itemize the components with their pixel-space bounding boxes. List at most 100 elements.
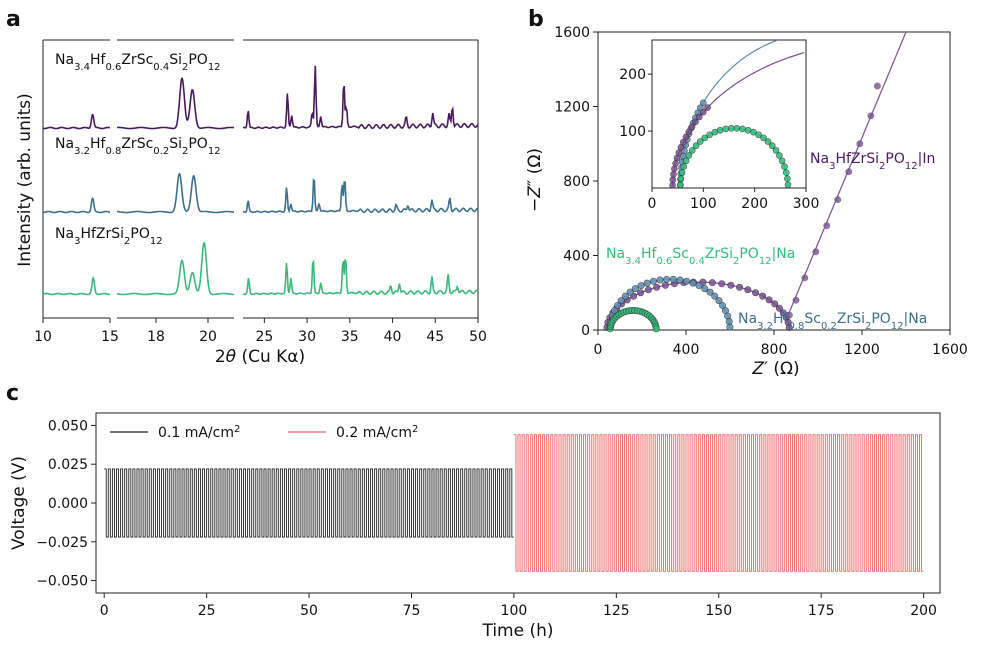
b-inset-point-2-21 [764,138,772,145]
b-inset-point-2-29 [784,181,792,189]
a-series-1-segment-0 [42,197,111,214]
b-point-1-20 [706,288,714,296]
c-x-tick-label-0: 0 [100,603,109,619]
a-x-tick-label-10: 10 [34,329,52,345]
b-point-1-10 [643,279,651,287]
b-tail-fit-0 [784,31,907,323]
b-inset-point-1-11 [688,123,696,131]
a-series-1-segment-2 [242,178,479,214]
b-inset-point-2-15 [733,125,741,132]
a-x-tick-label-40: 40 [384,329,402,345]
b-inset-point-0-15 [699,99,707,107]
b-point-0-16 [708,279,716,287]
b-y-tick-label-1600: 1600 [554,25,590,41]
b-inset-point-1-15 [704,104,711,111]
b-point-0-17 [718,280,726,288]
a-series-2-segment-1 [117,241,235,296]
c-x-tick-label-75: 75 [403,603,421,619]
b-inset-point-2-7 [692,142,700,150]
b-point-0-20 [744,286,752,294]
c-x-tick-label-25: 25 [198,603,216,619]
panel-letter-b: b [528,7,544,32]
a-x-tick-label-45: 45 [426,329,444,345]
a-y-axis-title: Intensity (arb. units) [15,93,35,266]
b-inset-point-1-0 [669,181,676,189]
a-series-0-segment-1 [117,77,235,130]
b-inset-x-tick-label-0: 0 [648,196,657,212]
b-inset-point-2-24 [776,152,783,159]
b-tail-point-0-2 [801,274,809,282]
panel-letter-a: a [6,7,21,32]
b-inset-point-2-26 [781,163,788,170]
a-series-label-0: Na3.4Hf0.6ZrSc0.4Si2PO12 [55,52,221,73]
b-y-tick-label-800: 800 [563,174,590,190]
b-point-1-27 [726,323,734,331]
b-inset-point-2-27 [782,169,790,176]
b-point-0-21 [752,289,760,297]
a-series-0-segment-0 [42,113,111,130]
b-inset-point-2-25 [778,157,786,165]
a-series-label-1: Na3.2Hf0.8ZrSc0.2Si2PO12 [55,136,221,157]
a-series-2-segment-2 [242,259,479,296]
b-tail-point-0-5 [834,196,842,204]
b-x-tick-label-1600: 1600 [932,342,968,358]
b-point-0-25 [775,304,783,312]
a-x-tick-label-18: 18 [147,329,165,345]
a-x-tick-label-30: 30 [298,329,316,345]
b-fit-1 [609,278,731,331]
panel-b: b 0 400 800 1200 1600 0 400 800 1200 1600 Z′ (Ω) −Z… [525,7,968,379]
b-inset-point-2-19 [755,131,762,139]
b-inset-y-tick-label-200: 200 [619,67,646,83]
b-point-1-9 [637,282,645,290]
b-inset-point-2-12 [716,126,724,134]
b-point-0-9 [644,286,652,294]
b-label-series-2: Na3.4Hf0.6Sc0.4ZrSi2PO12|Na [606,246,795,267]
b-inset-point-1-4 [672,160,679,167]
panel-letter-c: c [6,381,19,406]
b-x-tick-label-400: 400 [673,342,700,358]
b-inset-point-1-12 [692,118,699,126]
b-point-1-15 [676,276,684,284]
b-point-0-24 [771,300,779,308]
b-point-1-22 [715,297,723,305]
b-inset-y-tick-label-100: 100 [619,124,646,140]
b-inset-point-2-8 [696,138,704,145]
a-series-2-segment-0 [42,276,111,296]
panel-a: a 10 15 18 20 25 30 35 40 45 50 2θ (Cu Kα) Intensit… [6,7,487,367]
b-inset-point-2-9 [701,134,709,142]
c-series-1 [513,434,924,572]
b-inset-x-tick-label-200: 200 [741,196,768,212]
b-point-0-23 [765,296,773,304]
b-inset-point-1-3 [671,165,678,173]
b-point-0-8 [637,289,645,297]
b-inset-x-tick-label-300: 300 [793,196,820,212]
b-inset-point-2-1 [677,175,685,182]
panel-c: c 0 25 50 75 100 125 150 175 200 0.050 0.025 0.000 −… [6,381,941,641]
b-x-tick-label-800: 800 [761,342,788,358]
a-series-label-2: Na3HfZrSi2PO12 [55,226,163,247]
b-inset-point-2-3 [680,163,688,170]
c-x-tick-label-200: 200 [910,603,937,619]
b-point-0-11 [661,281,669,289]
a-x-tick-label-25: 25 [255,329,273,345]
c-x-tick-label-50: 50 [300,603,318,619]
a-series-1-segment-1 [117,172,235,214]
b-x-axis-title: Z′ (Ω) [751,359,799,379]
b-point-0-19 [736,283,744,291]
b-point-1-4 [614,301,622,309]
a-x-tick-label-35: 35 [341,329,359,345]
c-y-tick-label-2: 0.000 [48,496,88,512]
b-label-series-1: Na3.2Hf0.8Sc0.2ZrSi2PO12|Na [738,311,927,332]
b-tail-point-0-3 [812,248,820,256]
c-y-tick-label-4: −0.050 [36,574,88,590]
b-point-1-7 [626,288,634,296]
b-point-1-8 [631,285,639,293]
b-point-0-18 [727,281,735,289]
b-x-tick-label-0: 0 [594,342,603,358]
b-inset-point-2-0 [677,181,684,189]
b-inset-point-2-4 [682,157,690,165]
a-x-tick-label-15: 15 [101,329,119,345]
b-inset-point-1-8 [679,138,687,146]
b-inset-point-2-23 [772,147,780,154]
c-legend-label-1: 0.2 mA/cm2 [336,424,418,442]
